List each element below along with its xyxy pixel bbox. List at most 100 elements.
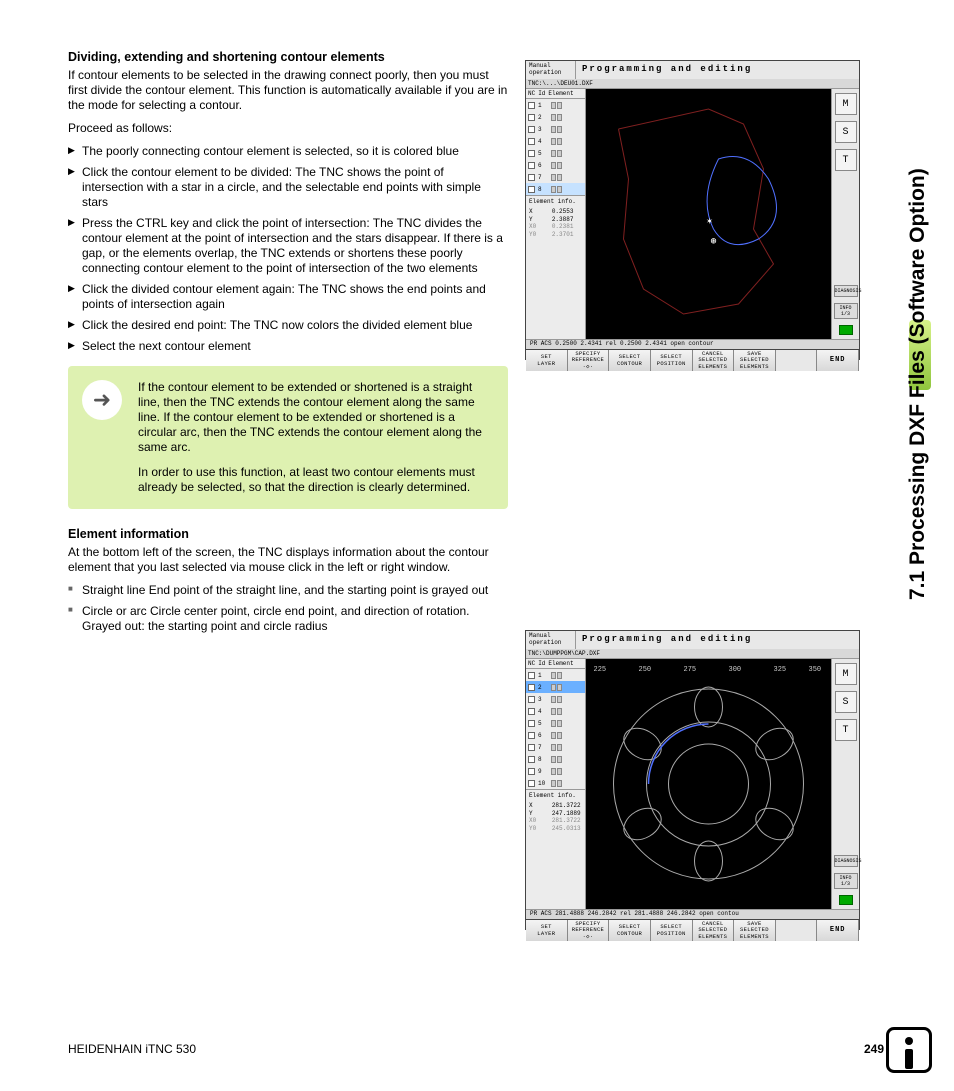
- element-info-panel: Element info. X 281.3722 Y 247.1889 X0 2…: [526, 789, 585, 835]
- col-header: Id: [538, 660, 545, 667]
- svg-text:325: 325: [774, 666, 787, 674]
- element-list-panel: NC Id Element 12345678 Element info. X 0…: [526, 89, 586, 339]
- step-item: The poorly connecting contour element is…: [68, 144, 508, 159]
- list-row[interactable]: 1: [526, 99, 585, 111]
- section1-heading: Dividing, extending and shortening conto…: [68, 50, 508, 64]
- s-mode-button[interactable]: S: [835, 691, 857, 713]
- diagnosis-button[interactable]: DIAGNOSIS: [834, 855, 858, 867]
- element-list-panel: NC Id Element 12345678910 Element info. …: [526, 659, 586, 909]
- section2-heading: Element information: [68, 527, 508, 541]
- list-row[interactable]: 7: [526, 741, 585, 753]
- softkey-end[interactable]: END: [817, 920, 859, 941]
- list-row[interactable]: 8: [526, 183, 585, 195]
- list-row[interactable]: 7: [526, 171, 585, 183]
- softkey[interactable]: SET LAYER: [526, 920, 568, 941]
- section1-intro: If contour elements to be selected in th…: [68, 68, 508, 113]
- softkey[interactable]: SAVE SELECTED ELEMENTS: [734, 350, 776, 371]
- softkey[interactable]: SELECT POSITION: [651, 350, 693, 371]
- s-mode-button[interactable]: S: [835, 121, 857, 143]
- right-toolbar: M S T DIAGNOSIS INFO 1/3: [831, 659, 859, 909]
- info-icon: [886, 1027, 932, 1073]
- step-item: Click the desired end point: The TNC now…: [68, 318, 508, 333]
- svg-text:250: 250: [639, 666, 652, 674]
- softkey[interactable]: SAVE SELECTED ELEMENTS: [734, 920, 776, 941]
- svg-text:⊛: ⊛: [711, 237, 717, 248]
- bullet-item: Straight line End point of the straight …: [68, 583, 508, 598]
- note-box: ➜ If the contour element to be extended …: [68, 366, 508, 509]
- list-row[interactable]: 6: [526, 729, 585, 741]
- softkey-row: SET LAYERSPECIFY REFERENCE ·◇·SELECT CON…: [526, 919, 859, 941]
- list-row[interactable]: 10: [526, 777, 585, 789]
- col-header: NC: [528, 90, 535, 97]
- svg-text:350: 350: [809, 666, 822, 674]
- m-mode-button[interactable]: M: [835, 93, 857, 115]
- step-item: Press the CTRL key and click the point o…: [68, 216, 508, 276]
- step-item: Select the next contour element: [68, 339, 508, 354]
- tnc-screenshot-2: Manual operation Programming and editing…: [525, 630, 860, 930]
- softkey-row: SET LAYERSPECIFY REFERENCE ·◇·SELECT CON…: [526, 349, 859, 371]
- step-item: Click the contour element to be divided:…: [68, 165, 508, 210]
- coordinate-bar: PR ACS 281.4888 246.2842 rel 281.4888 24…: [526, 909, 859, 919]
- status-indicator: [839, 325, 853, 335]
- m-mode-button[interactable]: M: [835, 663, 857, 685]
- bullet-item: Circle or arc Circle center point, circl…: [68, 604, 508, 634]
- softkey[interactable]: SPECIFY REFERENCE ·◇·: [568, 920, 610, 941]
- diagnosis-button[interactable]: DIAGNOSIS: [834, 285, 858, 297]
- list-row[interactable]: 2: [526, 111, 585, 123]
- right-toolbar: M S T DIAGNOSIS INFO 1/3: [831, 89, 859, 339]
- softkey[interactable]: CANCEL SELECTED ELEMENTS: [693, 350, 735, 371]
- svg-text:300: 300: [729, 666, 742, 674]
- softkey[interactable]: SELECT POSITION: [651, 920, 693, 941]
- section2-bullets: Straight line End point of the straight …: [68, 583, 508, 634]
- col-header: Element: [548, 90, 573, 97]
- list-row[interactable]: 3: [526, 693, 585, 705]
- softkey[interactable]: SET LAYER: [526, 350, 568, 371]
- sidetab-text: 7.1 Processing DXF Files (Software Optio…: [906, 40, 930, 600]
- element-info-panel: Element info. X 0.2553 Y 2.3887 X0 0.238…: [526, 195, 585, 241]
- svg-text:275: 275: [684, 666, 697, 674]
- t-mode-button[interactable]: T: [835, 719, 857, 741]
- screen-title: Programming and editing: [576, 61, 859, 79]
- page-footer: HEIDENHAIN iTNC 530 249: [68, 1042, 884, 1056]
- info-page-button[interactable]: INFO 1/3: [834, 303, 858, 319]
- softkey[interactable]: SELECT CONTOUR: [609, 920, 651, 941]
- softkey-end[interactable]: END: [817, 350, 859, 371]
- info-page-button[interactable]: INFO 1/3: [834, 873, 858, 889]
- section1-steps: The poorly connecting contour element is…: [68, 144, 508, 354]
- chapter-sidetab: 7.1 Processing DXF Files (Software Optio…: [906, 40, 934, 600]
- list-row[interactable]: 8: [526, 753, 585, 765]
- t-mode-button[interactable]: T: [835, 149, 857, 171]
- file-path: TNC:\DUMPPGM\CAP.DXF: [526, 649, 859, 659]
- list-row[interactable]: 3: [526, 123, 585, 135]
- softkey[interactable]: CANCEL SELECTED ELEMENTS: [693, 920, 735, 941]
- dxf-canvas[interactable]: ✶ ⊛: [586, 89, 831, 339]
- col-header: Element: [548, 660, 573, 667]
- list-row[interactable]: 1: [526, 669, 585, 681]
- list-row[interactable]: 5: [526, 147, 585, 159]
- operating-mode-label: Manual operation: [526, 61, 576, 79]
- operating-mode-label: Manual operation: [526, 631, 576, 649]
- col-header: NC: [528, 660, 535, 667]
- list-row[interactable]: 6: [526, 159, 585, 171]
- arrow-right-icon: ➜: [82, 380, 122, 420]
- note-p2: In order to use this function, at least …: [138, 465, 494, 495]
- dxf-canvas[interactable]: 225 250 275 300 325 350: [586, 659, 831, 909]
- info-label: Element info.: [529, 198, 582, 206]
- col-header: Id: [538, 90, 545, 97]
- list-row[interactable]: 9: [526, 765, 585, 777]
- file-path: TNC:\...\DEU01.DXF: [526, 79, 859, 89]
- section2-intro: At the bottom left of the screen, the TN…: [68, 545, 508, 575]
- list-row[interactable]: 4: [526, 705, 585, 717]
- svg-text:225: 225: [594, 666, 607, 674]
- softkey[interactable]: SELECT CONTOUR: [609, 350, 651, 371]
- note-p1: If the contour element to be extended or…: [138, 380, 494, 455]
- status-indicator: [839, 895, 853, 905]
- page-number: 249: [864, 1042, 884, 1056]
- list-row[interactable]: 2: [526, 681, 585, 693]
- product-name: HEIDENHAIN iTNC 530: [68, 1042, 196, 1056]
- coordinate-bar: PR ACS 0.2500 2.4341 rel 0.2500 2.4341 o…: [526, 339, 859, 349]
- step-item: Click the divided contour element again:…: [68, 282, 508, 312]
- list-row[interactable]: 4: [526, 135, 585, 147]
- list-row[interactable]: 5: [526, 717, 585, 729]
- softkey[interactable]: SPECIFY REFERENCE ·◇·: [568, 350, 610, 371]
